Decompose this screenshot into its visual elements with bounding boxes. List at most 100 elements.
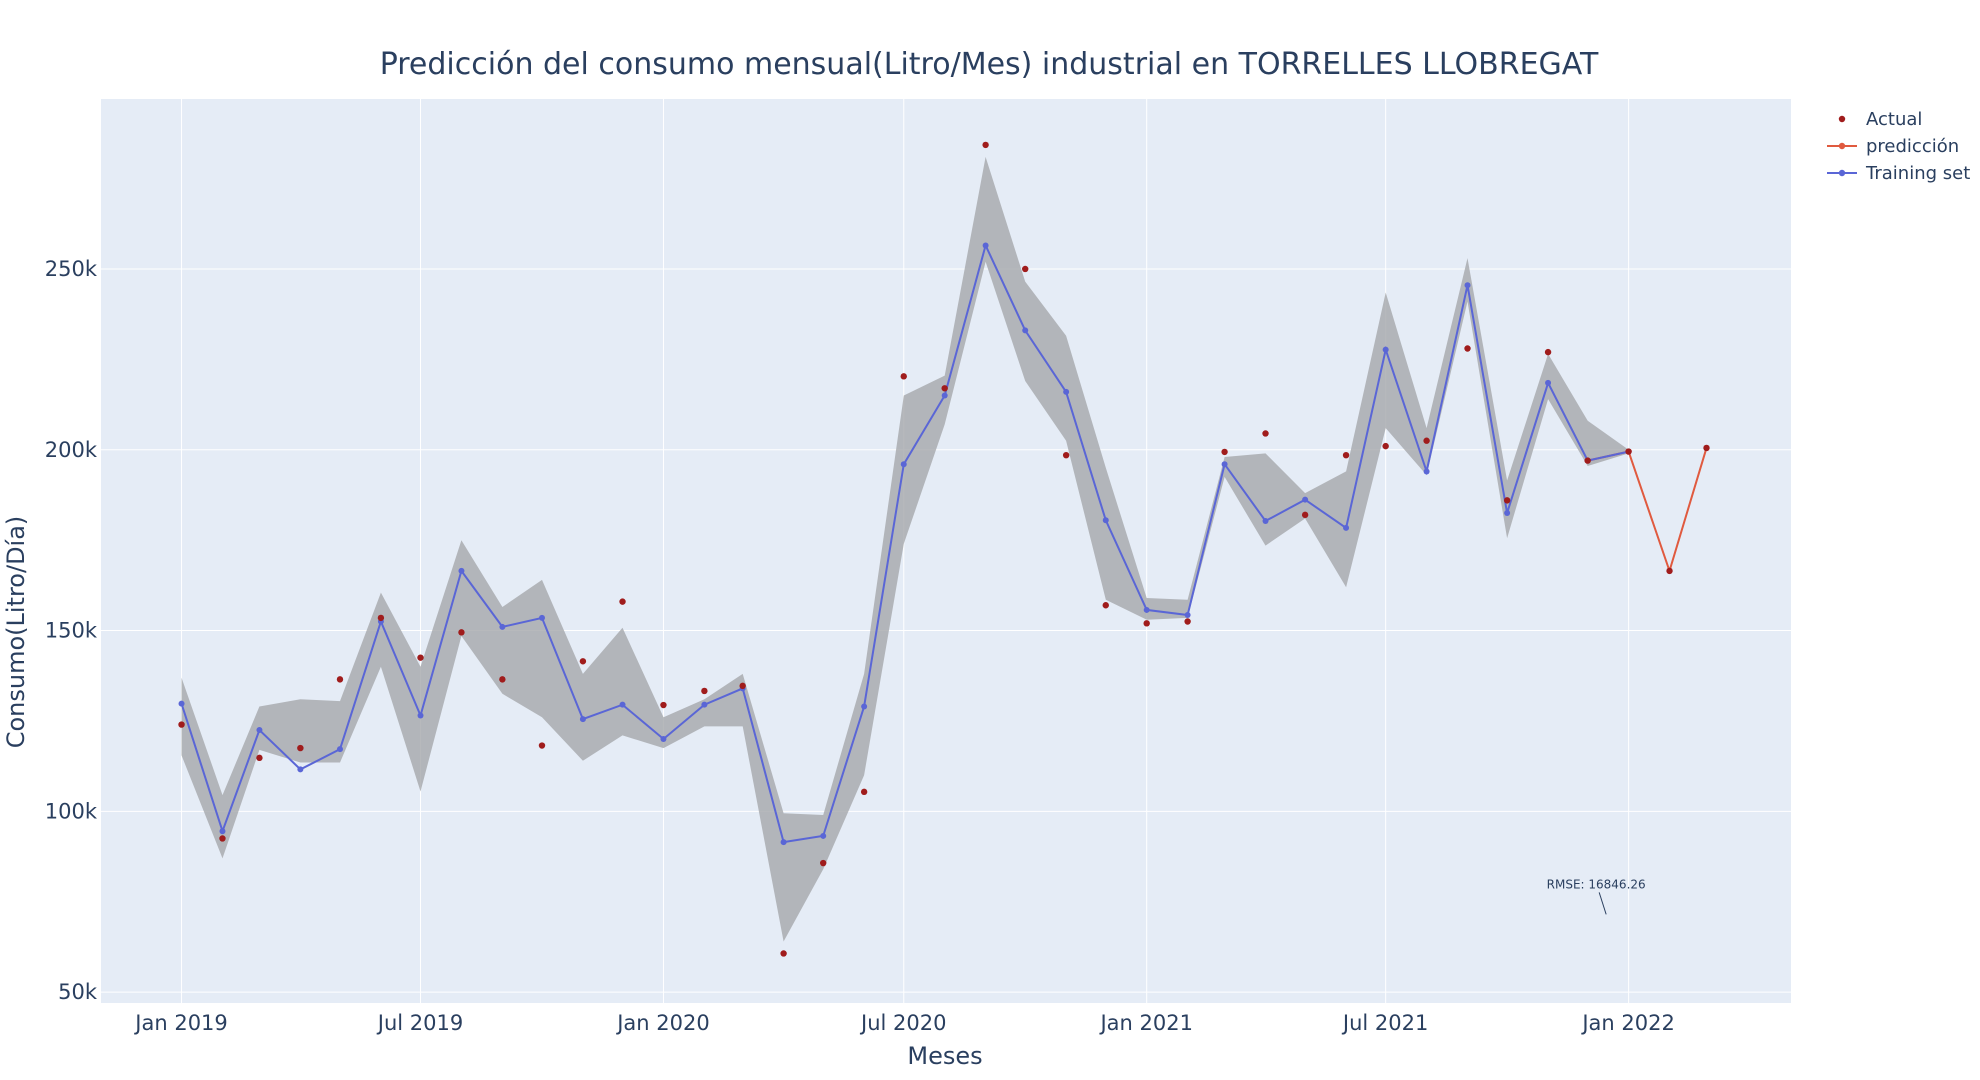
- actual-point[interactable]: [499, 676, 506, 683]
- actual-point[interactable]: [538, 742, 546, 749]
- actual-point[interactable]: [377, 614, 385, 622]
- actual-point[interactable]: [1301, 511, 1309, 519]
- training-set-point[interactable]: [1022, 327, 1029, 334]
- training-set-point[interactable]: [336, 746, 343, 753]
- actual-point[interactable]: [1423, 437, 1430, 444]
- training-set-point[interactable]: [861, 703, 868, 710]
- training-set-point[interactable]: [579, 716, 586, 723]
- actual-point[interactable]: [1102, 602, 1109, 609]
- training-set-point[interactable]: [900, 461, 907, 468]
- actual-point[interactable]: [1625, 448, 1632, 455]
- rmse-annotation: RMSE: 16846.26: [1547, 877, 1646, 891]
- training-set-point[interactable]: [417, 712, 424, 719]
- training-set-point[interactable]: [1063, 388, 1070, 395]
- training-set-point[interactable]: [499, 623, 506, 630]
- actual-point[interactable]: [1184, 618, 1191, 625]
- y-tick-label: 150k: [45, 619, 98, 643]
- training-set-point[interactable]: [538, 614, 545, 621]
- x-tick-label: Jan 2020: [615, 1011, 710, 1035]
- training-set-point[interactable]: [219, 828, 226, 835]
- legend-label: Actual: [1866, 109, 1922, 130]
- x-axis-title: Meses: [907, 1042, 982, 1070]
- actual-point[interactable]: [1221, 448, 1228, 456]
- actual-point[interactable]: [1382, 442, 1389, 450]
- training-set-point[interactable]: [178, 700, 185, 707]
- legend-item[interactable]: predicción: [1827, 136, 1959, 157]
- actual-point[interactable]: [458, 629, 465, 636]
- actual-point[interactable]: [1544, 348, 1552, 356]
- legend[interactable]: Actual predicción Training set: [1827, 109, 1970, 184]
- training-set-point[interactable]: [1221, 461, 1228, 468]
- x-tick-label: Jul 2021: [1341, 1011, 1428, 1035]
- training-set-point[interactable]: [1343, 524, 1350, 531]
- actual-point[interactable]: [178, 721, 185, 728]
- training-set-point[interactable]: [1545, 379, 1552, 386]
- actual-point[interactable]: [256, 754, 263, 762]
- actual-point[interactable]: [1143, 620, 1150, 627]
- actual-point[interactable]: [941, 385, 948, 392]
- training-set-point[interactable]: [780, 839, 787, 846]
- training-set-point[interactable]: [256, 726, 263, 733]
- training-set-point[interactable]: [701, 701, 708, 708]
- x-tick-label: Jan 2019: [133, 1011, 228, 1035]
- training-set-point[interactable]: [1504, 510, 1511, 517]
- training-set-point[interactable]: [941, 392, 948, 399]
- actual-point[interactable]: [579, 658, 587, 665]
- annotation-arrow: [1598, 892, 1607, 915]
- actual-point[interactable]: [1666, 567, 1673, 575]
- actual-point[interactable]: [1062, 451, 1070, 459]
- training-set-point[interactable]: [619, 701, 626, 708]
- training-set-point[interactable]: [1143, 606, 1150, 613]
- training-set-point[interactable]: [982, 242, 989, 249]
- y-tick-label: 200k: [45, 438, 98, 462]
- x-tick-label: Jul 2020: [859, 1011, 946, 1035]
- actual-point[interactable]: [860, 788, 868, 796]
- legend-marker-swatch: [1838, 115, 1846, 123]
- actual-point[interactable]: [297, 744, 304, 752]
- actual-point[interactable]: [820, 859, 827, 867]
- actual-point[interactable]: [417, 654, 424, 661]
- actual-point[interactable]: [739, 682, 746, 690]
- training-set-point[interactable]: [1262, 517, 1269, 524]
- training-set-point[interactable]: [297, 766, 304, 773]
- training-set-point[interactable]: [458, 567, 465, 574]
- training-set-point[interactable]: [820, 832, 827, 839]
- legend-item[interactable]: Actual: [1838, 109, 1923, 130]
- actual-point[interactable]: [1703, 444, 1710, 452]
- actual-point[interactable]: [1022, 265, 1029, 273]
- actual-point[interactable]: [660, 701, 667, 709]
- actual-point[interactable]: [336, 676, 344, 683]
- training-set-point[interactable]: [1464, 282, 1471, 289]
- actual-point[interactable]: [900, 373, 907, 380]
- legend-label: Training set: [1865, 163, 1970, 184]
- legend-label: predicción: [1866, 136, 1959, 157]
- training-set-point[interactable]: [660, 736, 667, 743]
- training-set-point[interactable]: [1423, 468, 1430, 475]
- actual-point[interactable]: [619, 598, 626, 605]
- actual-point[interactable]: [1464, 345, 1471, 352]
- actual-point[interactable]: [1262, 430, 1269, 437]
- legend-item[interactable]: Training set: [1827, 163, 1970, 184]
- x-tick-label: Jul 2019: [376, 1011, 463, 1035]
- y-tick-label: 50k: [58, 980, 98, 1004]
- legend-marker-swatch: [1838, 169, 1846, 177]
- actual-point[interactable]: [701, 687, 708, 695]
- actual-point[interactable]: [982, 141, 989, 149]
- series-actual: [178, 141, 1710, 957]
- actual-point[interactable]: [1342, 451, 1350, 459]
- training-set-point[interactable]: [1184, 612, 1191, 619]
- x-tick-label: Jan 2022: [1580, 1011, 1675, 1035]
- actual-point[interactable]: [1584, 457, 1591, 464]
- actual-point[interactable]: [219, 835, 226, 842]
- training-set-point[interactable]: [1102, 517, 1109, 524]
- actual-point[interactable]: [1503, 497, 1511, 504]
- confidence-band: [181, 156, 1629, 942]
- training-set-point[interactable]: [1302, 496, 1309, 503]
- plot-background: [101, 99, 1791, 1003]
- tick-labels: 50k 100k 150k 200k 250k Jan 2019 Jul 2019 Jan 2…: [45, 257, 1675, 1035]
- actual-point[interactable]: [780, 950, 787, 957]
- legend-marker-swatch: [1838, 142, 1846, 150]
- plot-area: 50k 100k 150k 200k 250k Jan 2019 Jul 2019 Jan 2…: [45, 99, 1791, 1035]
- training-set-point[interactable]: [1382, 346, 1389, 353]
